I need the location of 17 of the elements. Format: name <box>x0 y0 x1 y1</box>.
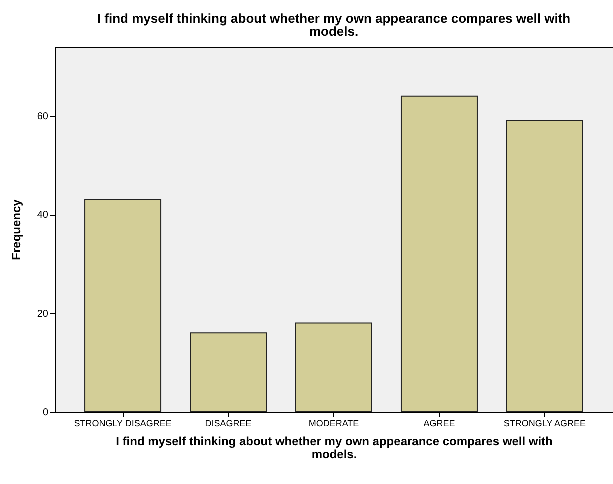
y-tick-label: 40 <box>37 210 49 222</box>
bar <box>84 199 162 412</box>
x-tick-label: STRONGLY AGREE <box>504 418 586 428</box>
y-tick-label: 20 <box>37 308 49 320</box>
x-tick-label: MODERATE <box>308 418 360 428</box>
x-tick-label: AGREE <box>424 418 456 428</box>
y-tick-label: 0 <box>42 408 49 418</box>
x-tick-label: STRONGLY DISAGREE <box>74 418 172 428</box>
bar <box>190 332 268 412</box>
x-axis-title: I find myself thinking about whether my own appearance compares well with models. <box>116 434 553 462</box>
x-tick-label: DISAGREE <box>205 418 252 428</box>
chart-title: I find myself thinking about whether my own appearance compares well with models. <box>97 11 571 39</box>
bar <box>506 120 584 412</box>
bar <box>296 322 372 412</box>
y-axis-title: Frequency <box>9 199 24 260</box>
y-tick-label: 60 <box>37 112 49 123</box>
bar <box>400 96 478 412</box>
